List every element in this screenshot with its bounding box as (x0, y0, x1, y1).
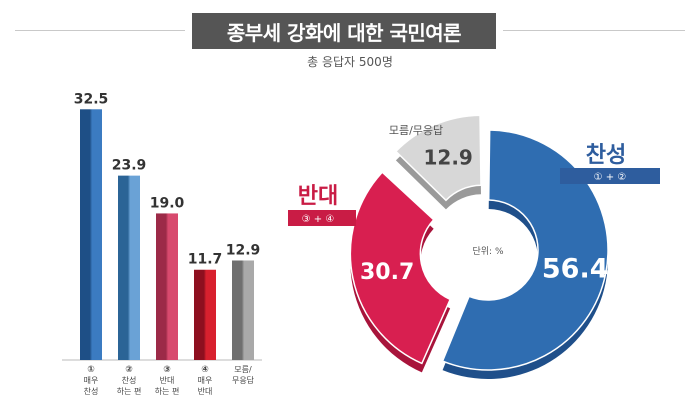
category-label: 매우 (198, 376, 213, 385)
slice-value-label: 30.7 (360, 260, 414, 285)
chart-subtitle: 총 응답자 500명 (307, 55, 393, 69)
slice-value-label: 12.9 (423, 145, 472, 169)
category-label: 매우 (84, 376, 99, 385)
unit-label: 단위: % (472, 246, 503, 257)
bar-value-label: 23.9 (112, 158, 147, 174)
category-number: ② (125, 365, 133, 375)
group-formula-disagree-box (288, 210, 356, 226)
group-label-disagree: 반대 (298, 184, 338, 209)
bar-value-label: 12.9 (226, 242, 261, 258)
group-label-agree: 찬성 (586, 143, 626, 168)
title-rule-right (503, 30, 685, 31)
category-label: 찬성 (122, 375, 137, 385)
category-label: 반대 (198, 387, 213, 396)
category-label: 무응답 (232, 375, 255, 385)
chart-title: 종부세 강화에 대한 국민여론 (192, 13, 496, 49)
donut-chart: 56.4 30.7 12.9 단위: % 찬성 ① + ② 반대 ③ + ④ 모름/무응답 (288, 114, 660, 379)
category-number: ① (87, 365, 95, 375)
bar-value-label: 11.7 (188, 252, 223, 268)
bar-1 (80, 109, 102, 361)
category-number: ④ (201, 365, 209, 375)
category-label: 반대 (160, 376, 175, 385)
group-formula-agree-box (560, 168, 660, 184)
group-formula-disagree: ③ + ④ (302, 214, 335, 225)
bar-2 (118, 175, 140, 360)
bar-4 (194, 269, 216, 360)
category-label: 찬성 (84, 386, 99, 396)
category-number: ③ (163, 365, 171, 375)
bar-3 (156, 213, 178, 360)
title-rule-left (15, 30, 185, 31)
category-label: 하는 편 (155, 386, 180, 396)
slice-caption-dontknow: 모름/무응답 (389, 124, 443, 137)
bar-5 (232, 260, 254, 360)
donut-slice-3 (394, 114, 482, 202)
bar-value-label: 32.5 (74, 91, 109, 107)
donut-slice-2 (349, 171, 452, 365)
slice-value-label: 56.4 (542, 253, 609, 284)
bar-value-label: 19.0 (150, 195, 185, 211)
group-formula-agree: ① + ② (594, 172, 627, 183)
category-label: 모름/ (234, 365, 252, 374)
category-label: 하는 편 (117, 386, 142, 396)
